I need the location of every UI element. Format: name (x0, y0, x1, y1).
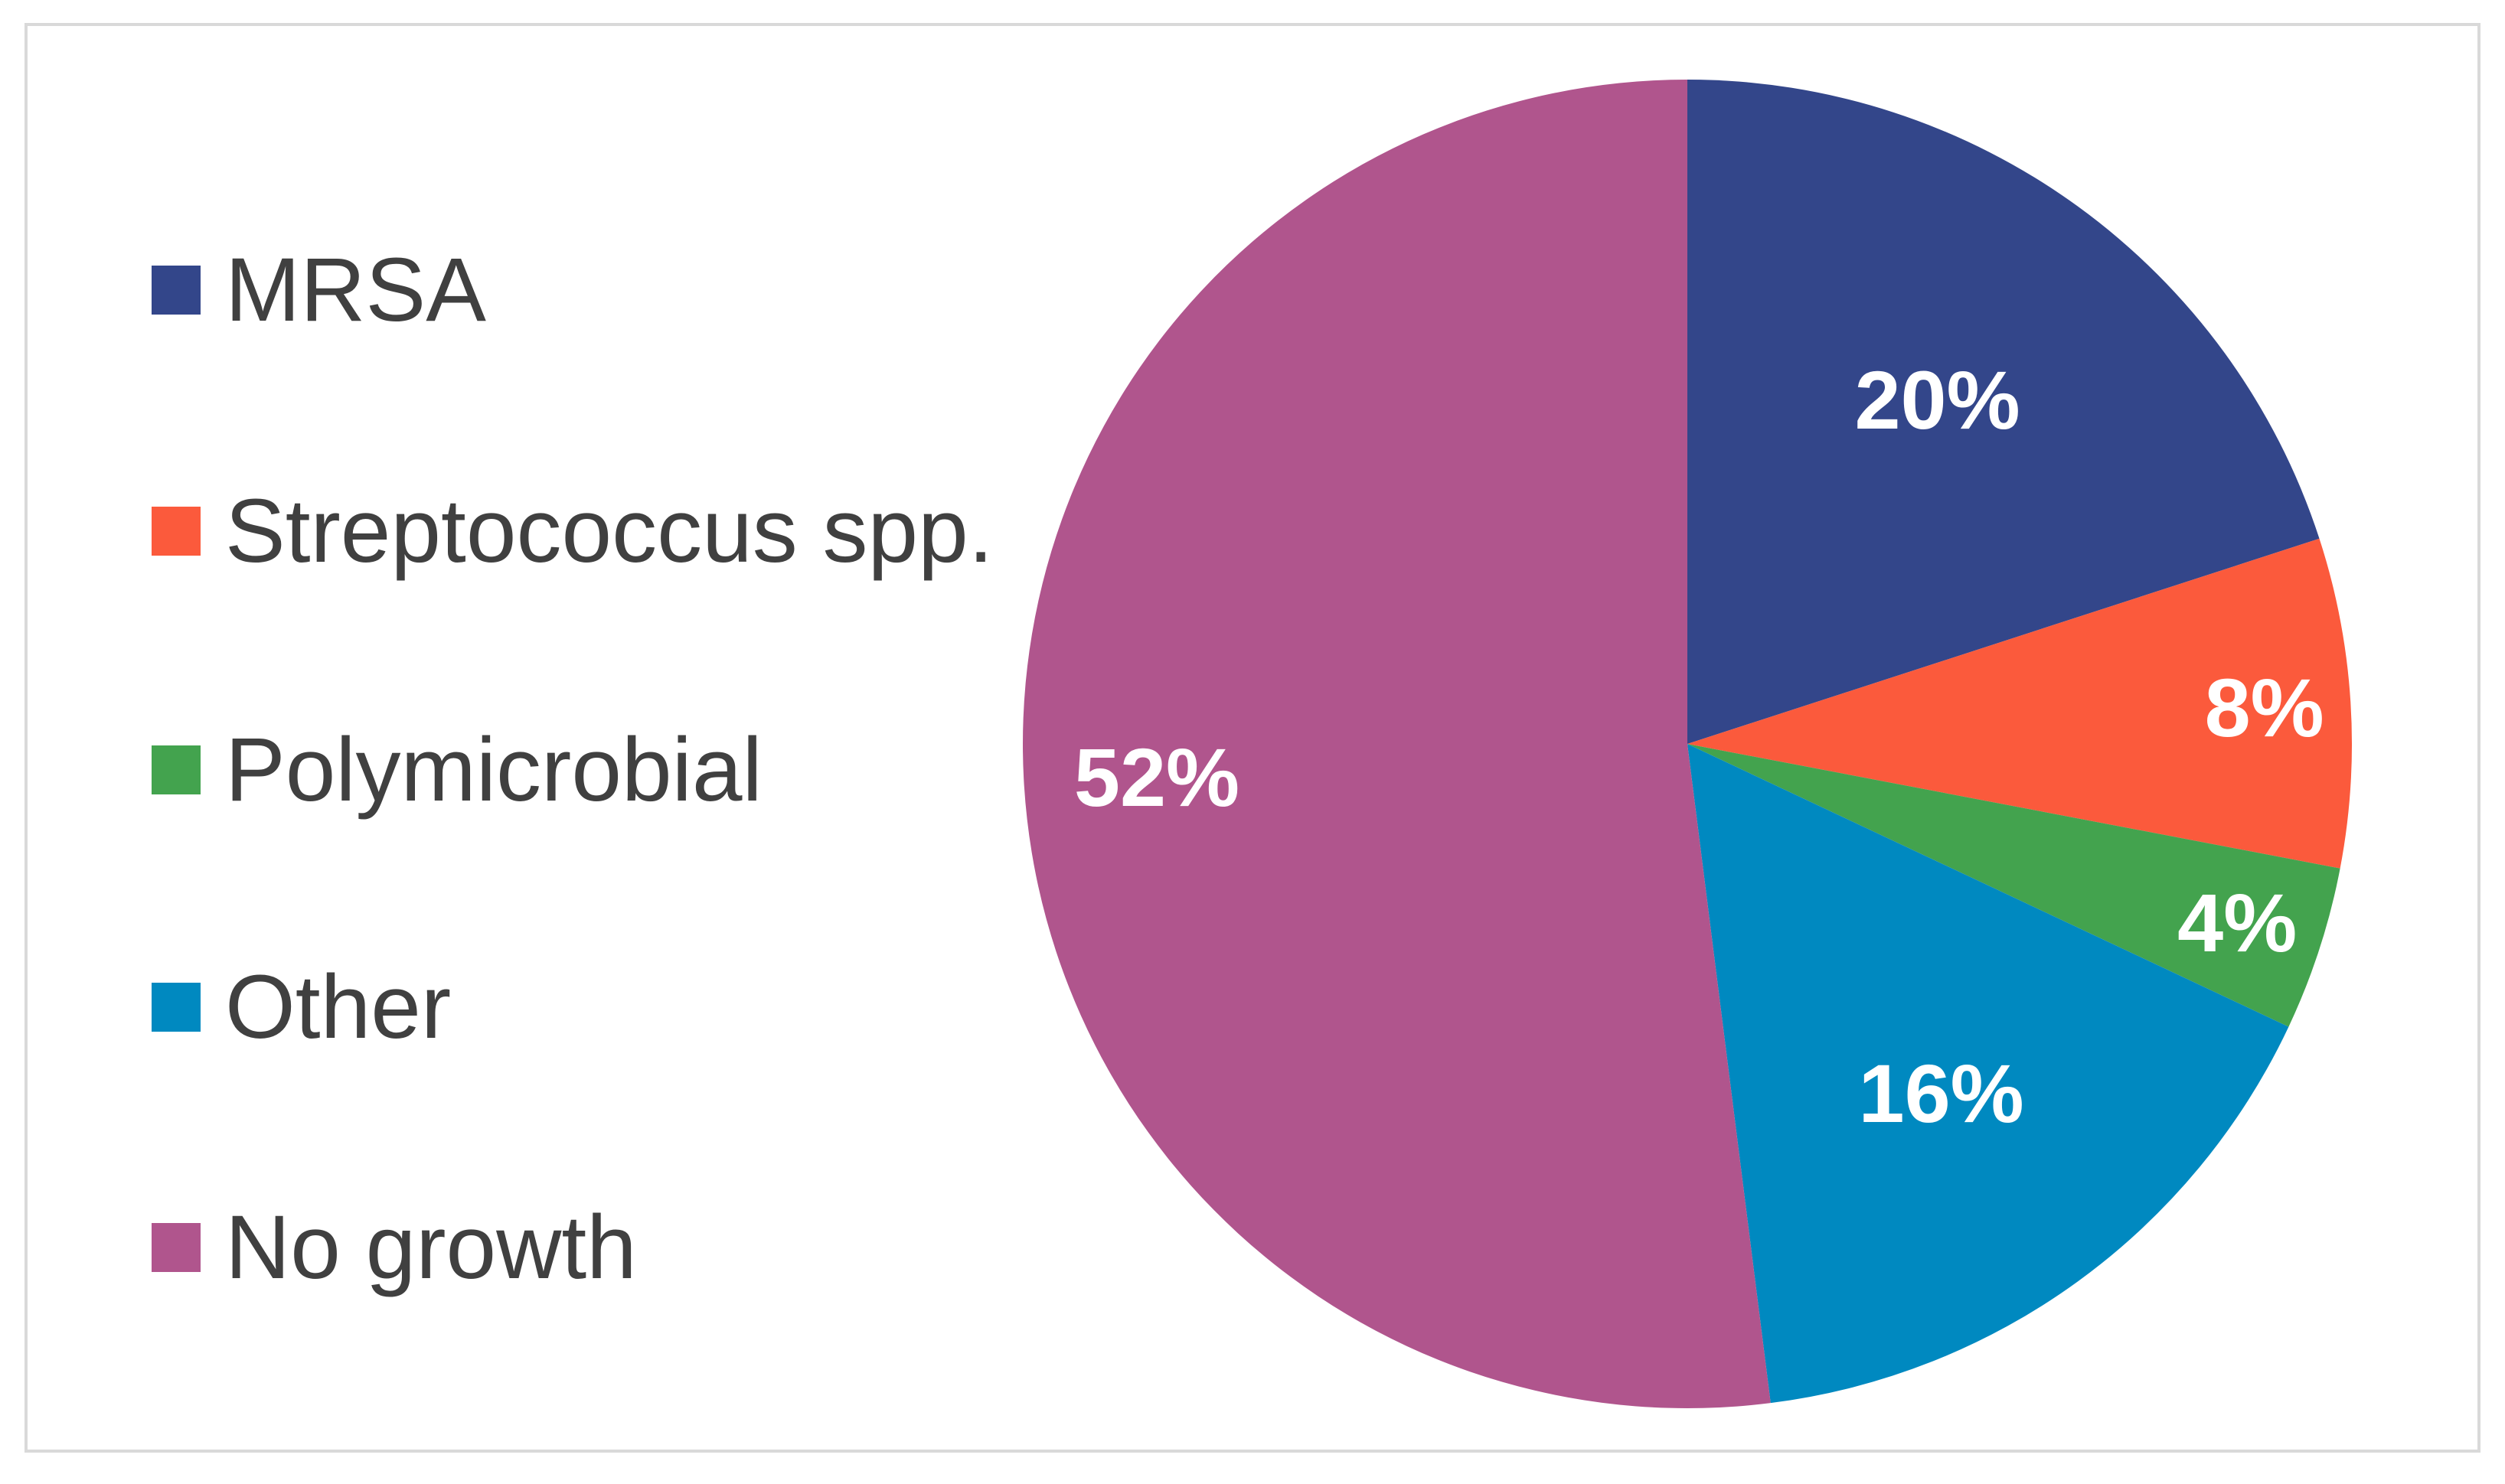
slice-label-no-growth: 52% (1074, 731, 1239, 824)
legend-item-polymicrobial: Polymicrobial (152, 724, 763, 816)
pie-slice-mrsa (1687, 80, 2320, 744)
chart-frame: MRSA Streptococcus spp. Polymicrobial Ot… (24, 23, 2481, 1453)
pie-slice-no-growth (1023, 80, 1771, 1408)
slice-label-other: 16% (1859, 1047, 2024, 1140)
pie-chart: 20% 8% 4% 16% 52% (1023, 80, 2352, 1408)
legend-swatch-polymicrobial (152, 745, 201, 794)
legend-swatch-other (152, 983, 201, 1032)
slice-label-mrsa: 20% (1854, 354, 2020, 446)
legend-item-other: Other (152, 961, 451, 1053)
legend: MRSA Streptococcus spp. Polymicrobial Ot… (28, 26, 1099, 1450)
pie-slice-polymicrobial (1687, 744, 2340, 1027)
legend-item-mrsa: MRSA (152, 244, 486, 336)
legend-swatch-streptococcus (152, 507, 201, 556)
legend-label-streptococcus: Streptococcus spp. (225, 481, 994, 582)
legend-swatch-no-growth (152, 1223, 201, 1272)
slice-label-streptococcus-spp: 8% (2205, 661, 2324, 754)
legend-item-streptococcus: Streptococcus spp. (152, 485, 994, 577)
legend-swatch-mrsa (152, 266, 201, 315)
legend-label-other: Other (225, 957, 452, 1058)
slice-label-polymicrobial: 4% (2177, 876, 2297, 969)
legend-item-no-growth: No growth (152, 1202, 637, 1293)
pie-slice-streptococcus-spp (1687, 538, 2352, 869)
pie-slice-other (1687, 744, 2289, 1404)
legend-label-no-growth: No growth (225, 1197, 637, 1298)
legend-label-polymicrobial: Polymicrobial (225, 719, 763, 820)
legend-label-mrsa: MRSA (225, 240, 486, 341)
